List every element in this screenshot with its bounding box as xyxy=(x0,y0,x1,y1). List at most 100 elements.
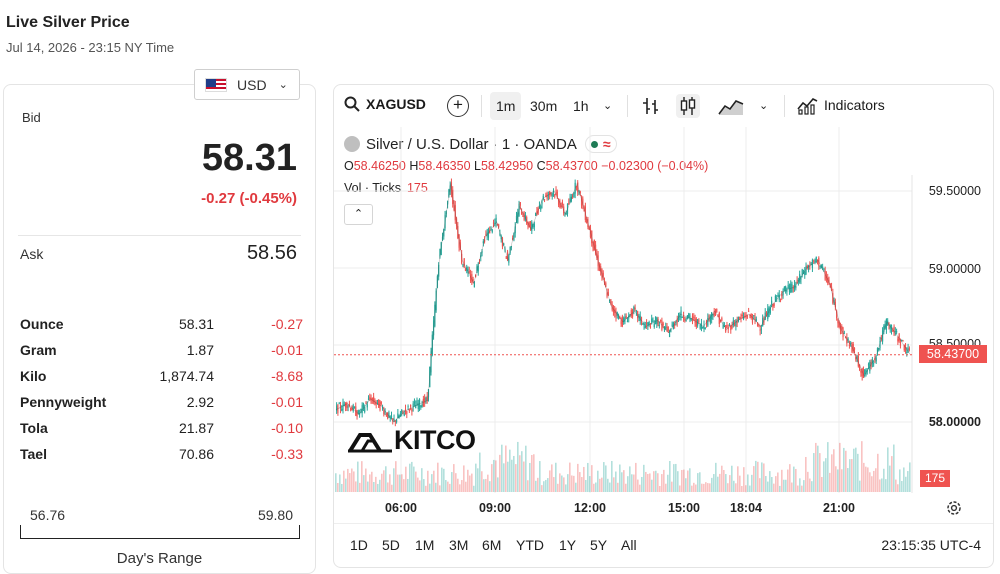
volume-bar xyxy=(813,453,815,492)
candle-body xyxy=(577,182,579,193)
bar-chart-style-icon[interactable] xyxy=(639,94,663,118)
candle-body xyxy=(774,296,777,301)
candle-body xyxy=(637,311,639,319)
candle-body xyxy=(760,328,762,330)
candle-body xyxy=(825,275,828,279)
candle-body xyxy=(393,418,395,421)
volume-bar xyxy=(737,466,739,492)
indicators-button[interactable]: Indicators xyxy=(796,95,885,115)
unit-change: -0.01 xyxy=(271,394,303,410)
candle-body xyxy=(765,312,768,317)
volume-bar xyxy=(421,468,423,492)
volume-bar xyxy=(563,477,565,492)
volume-bar xyxy=(651,479,653,492)
candle-body xyxy=(853,347,856,350)
candle-body xyxy=(462,264,464,266)
currency-dropdown[interactable]: USD ⌄ xyxy=(194,69,300,100)
volume-bar xyxy=(347,468,349,492)
range-all-button[interactable]: All xyxy=(621,537,637,553)
candle-body xyxy=(432,320,435,336)
volume-bar xyxy=(633,474,635,492)
volume-bar xyxy=(449,483,451,492)
candle-body xyxy=(350,407,352,411)
unit-prices-table: Ounce 58.31 -0.27 Gram 1.87 -0.01 Kilo 1… xyxy=(20,311,303,467)
candle-body xyxy=(498,224,500,228)
candle-body xyxy=(389,416,391,418)
volume-bar xyxy=(715,462,717,492)
volume-bar xyxy=(585,480,587,492)
candle-body xyxy=(893,326,895,335)
range-1d-button[interactable]: 1D xyxy=(350,537,368,553)
candle-body xyxy=(718,312,720,324)
candle-body xyxy=(492,222,495,224)
candle-body xyxy=(814,260,816,262)
unit-row-kilo: Kilo 1,874.74 -8.68 xyxy=(20,363,303,389)
candle-body xyxy=(490,226,492,228)
candle-body xyxy=(722,324,724,328)
interval-dropdown-chevron-icon[interactable]: ⌄ xyxy=(603,100,613,112)
volume-bar xyxy=(437,462,439,492)
interval-1h-button[interactable]: 1h xyxy=(573,98,589,114)
candle-body xyxy=(435,290,437,311)
candle-body xyxy=(566,203,569,214)
candle-body xyxy=(555,189,557,195)
volume-bar xyxy=(807,471,809,492)
range-6m-button[interactable]: 6M xyxy=(482,537,502,553)
chevron-down-icon: ⌄ xyxy=(278,79,288,91)
range-1m-button[interactable]: 1M xyxy=(415,537,435,553)
candles-chart-style-icon[interactable] xyxy=(676,94,700,118)
range-3m-button[interactable]: 3M xyxy=(449,537,469,553)
candle-body xyxy=(450,182,453,195)
interval-1m-button[interactable]: 1m xyxy=(490,92,522,120)
collapse-legend-button[interactable]: ⌃ xyxy=(344,204,373,225)
candle-body xyxy=(424,397,426,403)
candle-body xyxy=(709,316,711,323)
volume-bar xyxy=(621,472,623,492)
volume-bar xyxy=(733,480,735,492)
area-chart-style-icon[interactable] xyxy=(717,94,745,118)
candle-body xyxy=(623,318,625,323)
volume-bar xyxy=(881,478,883,492)
candle-body xyxy=(535,212,537,216)
candle-body xyxy=(616,312,618,316)
candle-body xyxy=(741,314,743,317)
volume-bar xyxy=(435,482,437,492)
candle-body xyxy=(609,299,611,301)
candle-body xyxy=(384,411,386,413)
candle-body xyxy=(727,328,729,330)
range-ytd-button[interactable]: YTD xyxy=(516,537,544,553)
volume-bar xyxy=(853,448,855,492)
range-5d-button[interactable]: 5D xyxy=(382,537,400,553)
volume-bar xyxy=(461,480,463,492)
candle-body xyxy=(810,263,812,265)
candle-body xyxy=(538,205,541,208)
candle-body xyxy=(503,243,505,245)
interval-30m-button[interactable]: 30m xyxy=(530,98,558,114)
chart-style-dropdown-chevron-icon[interactable]: ⌄ xyxy=(759,100,769,112)
candle-body xyxy=(533,223,535,228)
candle-body xyxy=(745,314,747,317)
market-status-pill[interactable]: ≈ xyxy=(584,135,617,153)
candle-body xyxy=(855,357,857,360)
compare-symbol-button[interactable]: + xyxy=(447,95,469,117)
candle-body xyxy=(381,407,384,409)
candle-body xyxy=(684,318,686,321)
delayed-data-wave-icon: ≈ xyxy=(602,136,611,152)
candle-body xyxy=(466,267,468,271)
volume-bar xyxy=(635,462,637,492)
candle-body xyxy=(742,316,745,320)
candle-body xyxy=(830,286,833,290)
chart-settings-gear-icon[interactable] xyxy=(945,499,963,517)
unit-price: 70.86 xyxy=(178,446,214,462)
range-5y-button[interactable]: 5Y xyxy=(590,537,608,553)
volume-bar xyxy=(433,470,435,492)
candle-body xyxy=(735,320,737,327)
candle-body xyxy=(543,199,546,201)
price-chart[interactable] xyxy=(334,85,994,495)
last-volume-tag: 175 xyxy=(920,470,950,487)
candle-body xyxy=(449,185,451,192)
volume-bar xyxy=(647,473,649,492)
us-flag-icon xyxy=(205,77,227,92)
symbol-search[interactable]: XAGUSD xyxy=(344,96,426,112)
range-1y-button[interactable]: 1Y xyxy=(559,537,577,553)
